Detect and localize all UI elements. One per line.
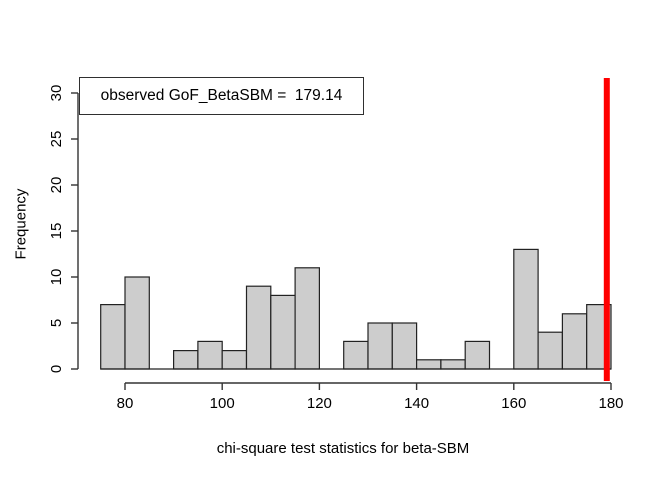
- histogram-bar: [100, 304, 126, 370]
- histogram-bars: [100, 248, 612, 370]
- x-tick-label: 160: [501, 395, 526, 412]
- x-axis-title: chi-square test statistics for beta-SBM: [216, 440, 470, 457]
- histogram-bar: [391, 322, 418, 370]
- x-tick-label: 180: [598, 395, 623, 412]
- x-tick-label: 120: [307, 395, 332, 412]
- legend-label: observed GoF_BetaSBM = 179.14: [100, 87, 343, 104]
- x-tick-label: 80: [117, 395, 134, 412]
- histogram-bar: [197, 340, 223, 370]
- histogram-bar: [561, 313, 588, 370]
- histogram-bar: [343, 340, 369, 370]
- y-tick-label: 25: [48, 131, 65, 148]
- legend-box: observed GoF_BetaSBM = 179.14: [79, 77, 364, 115]
- histogram-bar: [221, 350, 248, 370]
- y-tick-label: 10: [48, 269, 65, 286]
- histogram-bar: [440, 359, 466, 370]
- histogram-bar: [367, 322, 393, 370]
- x-axis: 80 100 120 140 160 180: [117, 382, 624, 412]
- histogram-bar: [537, 331, 563, 370]
- histogram-bar: [173, 350, 199, 370]
- histogram-bar: [124, 276, 150, 370]
- y-tick-label: 20: [48, 177, 65, 194]
- y-axis: 0 5 10 15 20 25 30: [48, 85, 79, 373]
- y-tick-label: 15: [48, 223, 65, 240]
- y-axis-title: Frequency: [12, 188, 30, 260]
- histogram-bar: [416, 359, 442, 370]
- y-tick-label: 30: [48, 85, 65, 102]
- histogram-bar: [513, 248, 539, 370]
- histogram-bar: [464, 340, 491, 370]
- x-tick-label: 100: [210, 395, 235, 412]
- y-tick-label: 0: [48, 365, 65, 373]
- x-tick-label: 140: [404, 395, 429, 412]
- histogram-bar: [245, 285, 272, 370]
- histogram-bar: [294, 267, 321, 370]
- y-tick-label: 5: [48, 319, 65, 327]
- histogram-bar: [270, 294, 296, 370]
